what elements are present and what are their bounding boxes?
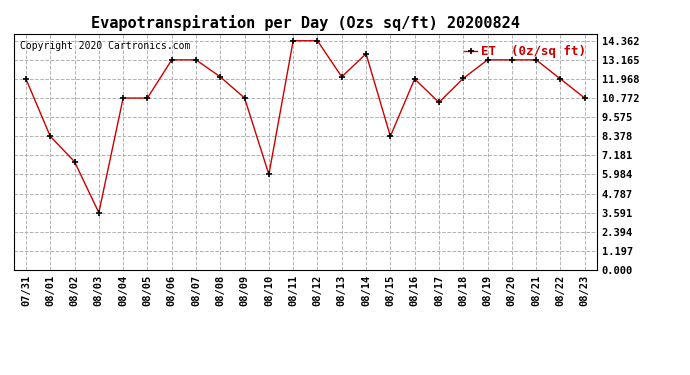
ET  (0z/sq ft)	[532, 58, 540, 62]
Legend: ET  (0z/sq ft): ET (0z/sq ft)	[460, 40, 591, 63]
ET  (0z/sq ft)	[192, 58, 200, 62]
Text: Copyright 2020 Cartronics.com: Copyright 2020 Cartronics.com	[19, 41, 190, 51]
ET  (0z/sq ft)	[265, 172, 273, 177]
ET  (0z/sq ft)	[46, 134, 55, 138]
ET  (0z/sq ft)	[313, 39, 322, 43]
ET  (0z/sq ft)	[95, 210, 103, 215]
ET  (0z/sq ft)	[459, 76, 467, 81]
ET  (0z/sq ft)	[386, 134, 395, 138]
ET  (0z/sq ft)	[411, 77, 419, 81]
ET  (0z/sq ft)	[556, 77, 564, 81]
ET  (0z/sq ft)	[119, 96, 127, 100]
ET  (0z/sq ft)	[216, 75, 224, 79]
ET  (0z/sq ft)	[289, 39, 297, 43]
ET  (0z/sq ft)	[508, 58, 516, 62]
ET  (0z/sq ft)	[362, 51, 371, 56]
ET  (0z/sq ft)	[580, 96, 589, 100]
ET  (0z/sq ft)	[70, 159, 79, 164]
ET  (0z/sq ft)	[144, 96, 152, 100]
Title: Evapotranspiration per Day (Ozs sq/ft) 20200824: Evapotranspiration per Day (Ozs sq/ft) 2…	[91, 15, 520, 31]
ET  (0z/sq ft)	[337, 75, 346, 79]
ET  (0z/sq ft)	[484, 58, 492, 62]
ET  (0z/sq ft)	[22, 77, 30, 81]
ET  (0z/sq ft)	[168, 58, 176, 62]
ET  (0z/sq ft)	[240, 96, 248, 100]
ET  (0z/sq ft)	[435, 100, 443, 105]
Line: ET  (0z/sq ft): ET (0z/sq ft)	[23, 37, 588, 216]
